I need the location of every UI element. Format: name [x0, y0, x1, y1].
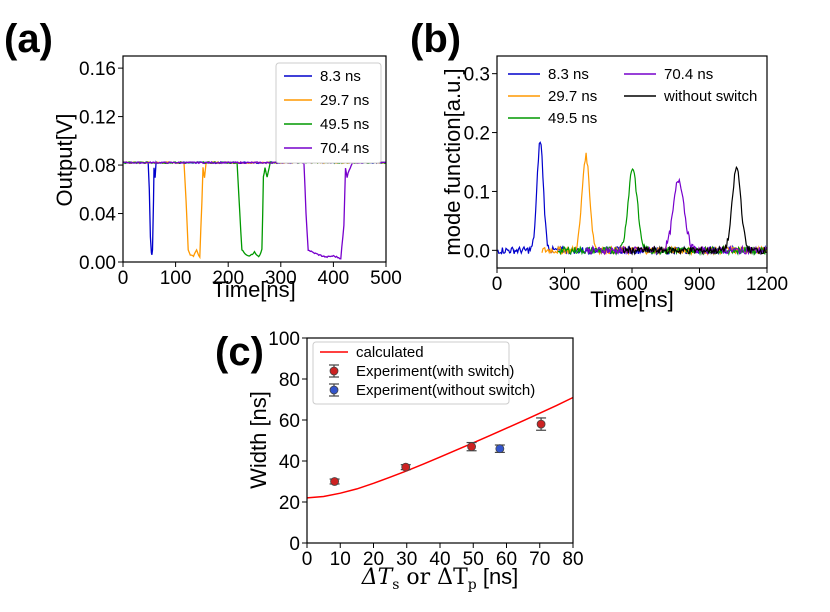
legend-label: 49.5 ns: [320, 116, 369, 133]
y-tick-label: 80: [279, 370, 300, 391]
x-tick-label: 40: [429, 549, 450, 570]
y-tick-label: 60: [279, 411, 300, 432]
panel-b-frame: [496, 55, 768, 269]
y-tick-label: 0.00: [79, 253, 116, 274]
legend-label: 70.4 ns: [664, 66, 713, 83]
y-tick-label: 0: [289, 534, 300, 555]
panel-b-legend: 8.3 ns 29.7 ns 49.5 ns 70.4 ns without s…: [508, 66, 757, 127]
with-switch-point: [330, 477, 339, 486]
x-tick-label: 80: [562, 549, 583, 570]
y-tick-label: 0.2: [464, 124, 490, 145]
x-tick-label: 60: [496, 549, 517, 570]
legend-label: calculated: [356, 344, 424, 361]
y-tick-label: 20: [279, 493, 300, 514]
legend-label: 29.7 ns: [320, 92, 369, 109]
legend-label: 8.3 ns: [548, 66, 589, 83]
panel-a: (a) 0 100 200 300 400 500 0.00 0.04 0.08 0.12 0.16…: [4, 17, 402, 302]
with-switch-point: [536, 419, 546, 429]
legend-label: Experiment(without switch): [356, 382, 535, 399]
x-tick-label: 100: [160, 268, 192, 289]
x-tick-label: 70: [529, 549, 550, 570]
legend-label: 49.5 ns: [548, 110, 597, 127]
with-switch-point: [467, 442, 476, 452]
series-line-3: [584, 177, 768, 256]
y-tick-label: 40: [279, 452, 300, 473]
y-tick-label: 0.1: [464, 182, 490, 203]
series-line-0: [496, 141, 768, 256]
x-tick-label: 500: [370, 268, 402, 289]
y-tick-label: 100: [268, 329, 300, 350]
panel-c: (c) 0 10 20 30 40 50 60 70 80 0 20 40 60 80 100 ΔTs or…: [215, 329, 584, 593]
legend-label: 8.3 ns: [320, 68, 361, 85]
x-tick-label: 200: [212, 268, 244, 289]
x-tick-label: 1200: [746, 274, 788, 295]
panel-b-xlabel: Time[ns]: [590, 287, 674, 312]
y-tick-label: 0.3: [464, 65, 490, 86]
legend-label: without switch: [663, 88, 757, 105]
x-tick-label: 10: [330, 549, 351, 570]
y-tick-label: 0.0: [464, 241, 490, 262]
x-tick-label: 600: [616, 274, 648, 295]
panel-a-frame: [122, 55, 387, 263]
x-tick-label: 50: [463, 549, 484, 570]
legend-label: Experiment(with switch): [356, 363, 514, 380]
legend-marker: [329, 385, 339, 395]
panel-c-xlabel: ΔTs or ΔTp [ns]: [361, 564, 519, 593]
y-tick-label: 0.16: [79, 59, 116, 80]
panel-a-xlabel: Time[ns]: [212, 277, 296, 302]
x-tick-label: 300: [265, 268, 297, 289]
series-line-3: [122, 160, 387, 260]
y-tick-label: 0.04: [79, 205, 116, 226]
x-tick-label: 900: [684, 274, 716, 295]
series-line-1: [541, 152, 768, 257]
series-line-4: [622, 165, 768, 256]
panel-b-label: (b): [410, 17, 461, 61]
legend-label: 70.4 ns: [320, 140, 369, 157]
x-tick-label: 400: [318, 268, 350, 289]
legend-label: 29.7 ns: [548, 88, 597, 105]
x-tick-label: 0: [302, 549, 313, 570]
panel-c-legend: calculated Experiment(with switch) Exper…: [312, 341, 535, 405]
panel-a-label: (a): [4, 17, 53, 61]
calculated-line: [306, 396, 574, 499]
panel-b-ylabel: mode function[a.u.]: [440, 68, 465, 255]
with-switch-point: [401, 462, 411, 472]
y-tick-label: 0.12: [79, 108, 116, 129]
x-tick-label: 0: [492, 274, 503, 295]
without-switch-point: [495, 444, 505, 454]
y-tick-label: 0.08: [79, 156, 116, 177]
panel-c-ylabel: Width [ns]: [246, 391, 271, 489]
x-tick-label: 30: [396, 549, 417, 570]
panel-c-label: (c): [215, 330, 264, 374]
x-tick-label: 20: [363, 549, 384, 570]
panel-c-frame: [306, 337, 574, 544]
x-tick-label: 0: [118, 268, 129, 289]
x-tick-label: 300: [549, 274, 581, 295]
legend-marker: [329, 366, 339, 376]
panel-a-legend: 8.3 ns 29.7 ns 49.5 ns 70.4 ns: [275, 62, 382, 164]
panel-a-ylabel: Output[V]: [52, 114, 77, 207]
